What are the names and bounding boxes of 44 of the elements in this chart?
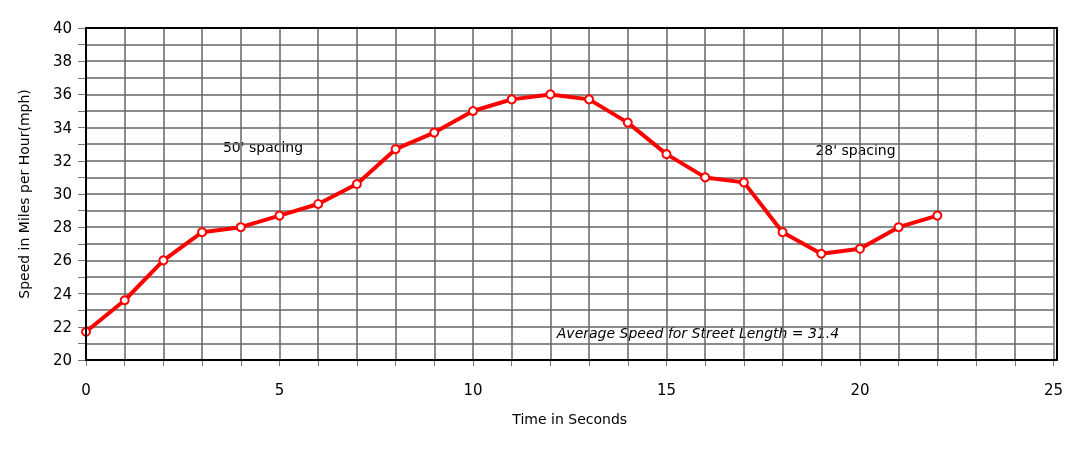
point [506,94,517,105]
y-tick-label: 30 [52,185,72,203]
point [158,255,169,266]
y-tick-label: 20 [52,351,72,369]
point [429,127,440,138]
point [777,227,788,238]
y-tick-label: 36 [52,85,72,104]
point [700,172,711,183]
point [932,210,943,221]
point [893,222,904,233]
point [738,177,749,188]
point [313,198,324,209]
x-tick-label: 5 [274,380,285,399]
x-axis-title: Time in Seconds [511,411,628,427]
annotation: Average Speed for Street Length = 31.4 [555,325,840,341]
point [274,210,285,221]
annotation: 28' spacing [815,142,896,158]
y-axis-title: Speed in Miles per Hour(mph) [16,89,32,299]
y-tick-label: 22 [52,317,72,336]
point [816,248,827,259]
x-tick-label: 25 [1043,380,1063,399]
y-tick-label: 38 [52,52,72,71]
x-tick-label: 0 [81,380,91,399]
point [545,89,556,100]
point [661,149,672,160]
y-tick-label: 40 [52,19,72,37]
point [854,243,865,254]
point [119,295,130,306]
point [467,106,478,116]
y-tick-label: 34 [52,118,72,137]
y-tick-label: 28 [52,218,72,237]
y-tick-label: 24 [52,284,72,303]
point [584,94,595,105]
y-tick-label: 32 [52,151,72,170]
point [351,179,362,190]
y-tick-label: 26 [52,251,72,270]
point [622,117,633,128]
x-tick-label: 10 [463,380,483,399]
point [197,227,208,238]
point [390,144,401,155]
x-tick-label: 20 [850,380,870,399]
annotation: 50' spacing [222,139,304,155]
x-tick-label: 15 [656,380,677,399]
point [235,222,246,233]
